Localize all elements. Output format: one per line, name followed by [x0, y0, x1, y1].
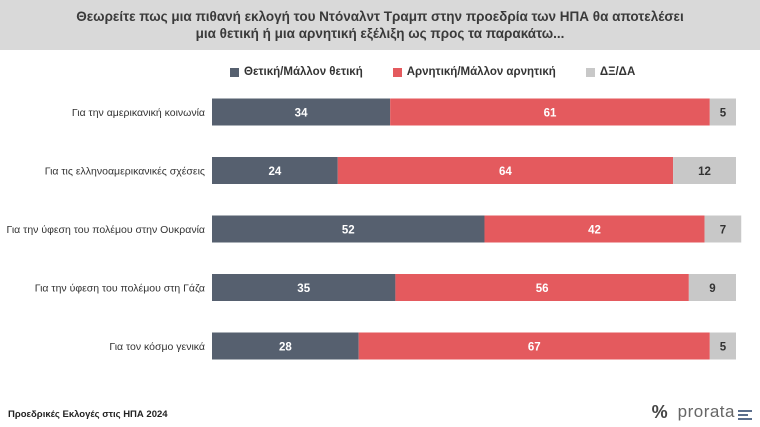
bar-negative — [395, 274, 689, 301]
bar-value-label: 24 — [268, 166, 281, 178]
bar-value-label: 67 — [528, 342, 541, 354]
bar-value-label: 42 — [588, 225, 601, 237]
bar-value-label: 61 — [544, 108, 557, 120]
bar-dkna — [688, 274, 736, 301]
bar-positive — [212, 274, 396, 301]
bar-negative — [358, 332, 710, 360]
bar-value-label: 9 — [709, 283, 715, 295]
category-label: Για την ύφεση του πολέμου στη Γάζα — [35, 283, 205, 295]
legend-swatch-positive — [230, 67, 239, 77]
bar-dkna — [709, 98, 736, 126]
legend-label-negative: Αρνητική/Μάλλον αρνητική — [406, 66, 556, 78]
legend-item-negative: Αρνητική/Μάλλον αρνητική — [392, 66, 556, 78]
bar-negative — [337, 157, 674, 184]
footer-source: Προεδρικές Εκλογές στις ΗΠΑ 2024 — [8, 409, 168, 420]
bar-value-label: 64 — [499, 166, 512, 178]
stacked-bar-chart: Για την αμερικανική κοινωνία 34 61 5 Για τις… — [7, 98, 742, 360]
bar-dkna — [704, 215, 742, 243]
bar-value-label: 7 — [720, 225, 726, 237]
bar-value-label: 35 — [297, 283, 310, 295]
bar-value-label: 56 — [536, 283, 549, 295]
bar-value-label: 28 — [279, 342, 292, 354]
bar-value-label: 52 — [342, 225, 355, 237]
bar-dkna — [673, 157, 736, 184]
brand-name: prorata — [677, 402, 735, 421]
chart-title-line-1: Θεωρείτε πως μια πιθανή εκλογή του Ντόνα… — [76, 9, 684, 24]
bar-dkna — [709, 332, 736, 360]
legend-item-dkna: ΔΞ/ΔΑ — [585, 66, 636, 78]
legend-item-positive: Θετική/Μάλλον θετική — [230, 66, 363, 78]
bar-value-label: 34 — [295, 108, 308, 120]
legend-label-dkna: ΔΞ/ΔΑ — [599, 66, 636, 78]
bar-negative — [390, 98, 710, 126]
chart-title-line-2: μια θετική ή μια αρνητική εξέλιξη ως προ… — [195, 26, 565, 41]
category-label: Για την ύφεση του πολέμου στην Ουκρανία — [7, 224, 205, 236]
bar-positive — [212, 157, 338, 184]
bar-value-label: 12 — [698, 166, 711, 178]
legend-label-positive: Θετική/Μάλλον θετική — [244, 66, 363, 78]
brand-percent-icon: % — [651, 401, 668, 422]
bar-positive — [212, 98, 391, 126]
chart-title-banner: Θεωρείτε πως μια πιθανή εκλογή του Ντόνα… — [0, 0, 760, 50]
brand-logo: % prorata — [652, 400, 752, 424]
bar-positive — [212, 215, 485, 243]
category-label: Για τις ελληνοαμερικανικές σχέσεις — [45, 166, 205, 178]
brand-lines-icon — [738, 409, 752, 421]
bar-value-label: 5 — [720, 342, 727, 354]
bar-value-label: 5 — [720, 108, 727, 120]
bar-positive — [212, 332, 359, 360]
legend-swatch-negative — [392, 67, 402, 77]
legend-swatch-dkna — [585, 67, 595, 77]
bar-negative — [484, 215, 705, 243]
chart-legend: Θετική/Μάλλον θετική Αρνητική/Μάλλον αρν… — [200, 64, 760, 80]
category-label: Για την αμερικανική κοινωνία — [72, 107, 205, 119]
category-label: Για τον κόσμο γενικά — [109, 341, 205, 353]
